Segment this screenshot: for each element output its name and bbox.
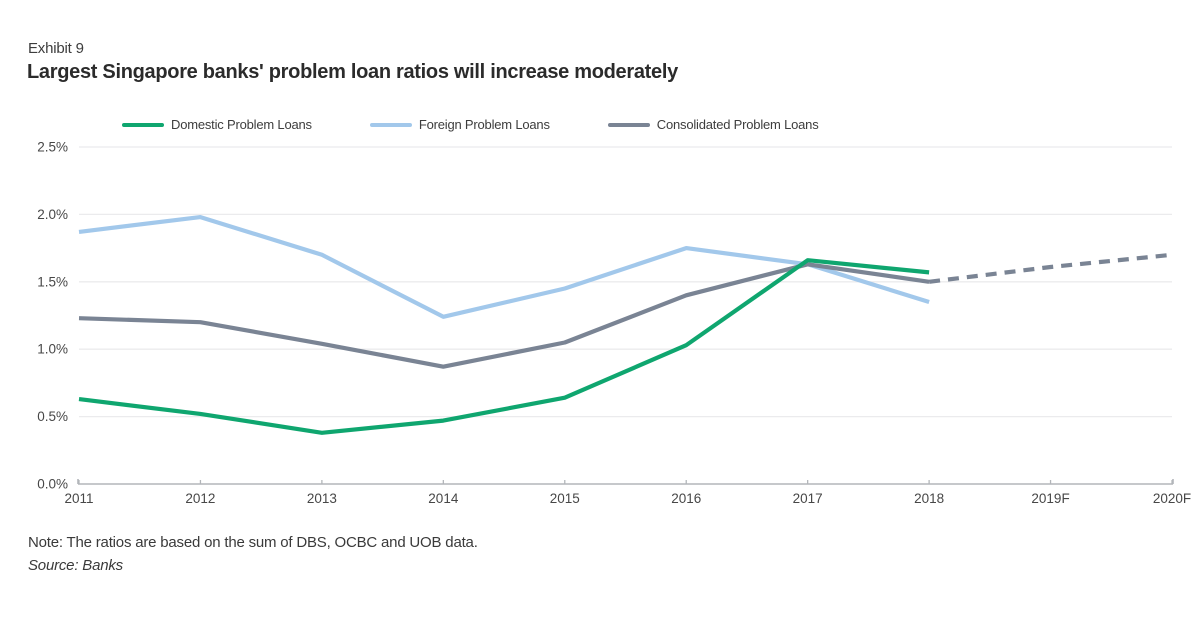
legend-swatch	[122, 122, 164, 127]
legend-swatch	[369, 122, 412, 127]
series-line-foreign-problem-loans	[78, 215, 930, 319]
series-line-consolidated-problem-loans-forecast	[928, 252, 1173, 284]
chart-legend: Domestic Problem Loans Foreign Problem Lo…	[122, 117, 819, 132]
y-axis-tick-label: 2.5%	[37, 140, 68, 155]
legend-label: Domestic Problem Loans	[171, 117, 312, 132]
y-axis-tick-label: 0.0%	[37, 477, 68, 492]
x-axis-tick-label: 2020F	[1153, 491, 1191, 506]
y-axis-tick-label: 2.0%	[37, 207, 68, 222]
x-axis-tick-label: 2018	[914, 491, 944, 506]
legend-label: Foreign Problem Loans	[418, 117, 550, 132]
series-line-domestic-problem-loans	[78, 258, 930, 435]
legend-swatch	[607, 122, 650, 127]
x-axis-tick-label: 2016	[671, 491, 701, 506]
chart-source: Source: Banks	[28, 557, 123, 574]
y-axis-tick-label: 1.0%	[37, 342, 68, 357]
series-line-consolidated-problem-loans	[78, 262, 930, 369]
legend-item: Consolidated Problem Loans	[607, 117, 819, 132]
exhibit-label: Exhibit 9	[28, 40, 84, 57]
x-axis-tick-label: 2013	[307, 491, 337, 506]
y-axis-tick-label: 1.5%	[37, 274, 68, 289]
x-axis-tick-label: 2012	[185, 491, 215, 506]
legend-item: Foreign Problem Loans	[369, 117, 550, 132]
legend-label: Consolidated Problem Loans	[656, 117, 819, 132]
chart-title: Largest Singapore banks' problem loan ra…	[27, 61, 678, 83]
x-axis-tick-label: 2017	[793, 491, 823, 506]
legend-item: Domestic Problem Loans	[122, 117, 312, 132]
x-axis-tick-label: 2014	[428, 491, 459, 506]
x-axis-tick-label: 2015	[550, 491, 580, 506]
x-axis-tick-label: 2011	[64, 491, 93, 506]
chart-note: Note: The ratios are based on the sum of…	[28, 534, 478, 551]
x-axis-tick-label: 2019F	[1031, 491, 1069, 506]
y-axis-tick-label: 0.5%	[37, 409, 68, 424]
